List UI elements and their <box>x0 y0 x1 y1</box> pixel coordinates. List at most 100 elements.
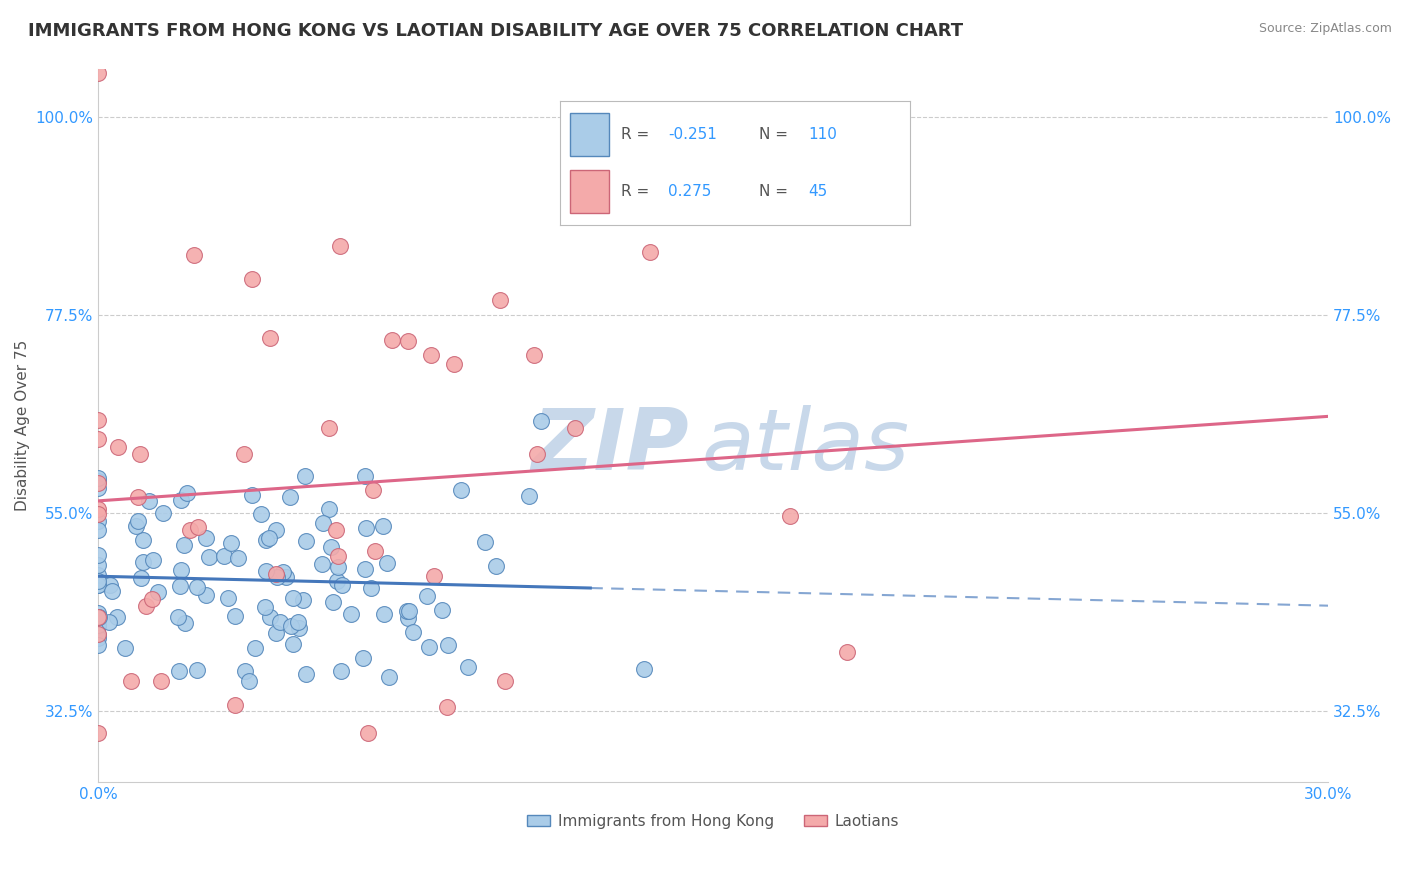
Point <box>141 591 163 606</box>
Point <box>128 446 150 460</box>
Point <box>87 66 110 80</box>
Point <box>142 553 165 567</box>
Point <box>398 604 420 618</box>
Point <box>489 293 512 308</box>
Point <box>238 674 260 689</box>
Point <box>179 523 201 537</box>
Legend: Immigrants from Hong Kong, Laotians: Immigrants from Hong Kong, Laotians <box>522 807 905 835</box>
Point <box>87 628 110 642</box>
Point <box>132 533 155 547</box>
Point <box>485 559 508 574</box>
Point <box>418 640 440 654</box>
Point <box>254 533 277 547</box>
Point <box>340 607 363 621</box>
Point <box>779 508 801 523</box>
Point <box>638 245 661 260</box>
Point <box>187 520 209 534</box>
Point <box>87 481 110 495</box>
Point <box>564 421 586 435</box>
Point <box>169 579 191 593</box>
Point <box>354 562 377 576</box>
Point <box>98 578 121 592</box>
Point <box>361 483 384 497</box>
Point <box>195 531 218 545</box>
Point <box>474 534 496 549</box>
Point <box>436 699 458 714</box>
Point <box>87 558 110 572</box>
Text: ZIP: ZIP <box>531 405 689 488</box>
Point <box>633 662 655 676</box>
Point <box>224 698 246 712</box>
Point <box>87 726 110 740</box>
Point <box>325 523 347 537</box>
Point <box>254 564 277 578</box>
Point <box>259 331 281 345</box>
Point <box>250 507 273 521</box>
Point <box>127 514 149 528</box>
Point <box>288 621 311 635</box>
Point <box>287 615 309 630</box>
Point <box>329 665 352 679</box>
Point <box>292 593 315 607</box>
Point <box>325 574 347 589</box>
Point <box>396 611 419 625</box>
Point <box>402 625 425 640</box>
Point <box>395 604 418 618</box>
Point <box>169 563 191 577</box>
Point <box>132 555 155 569</box>
Point <box>195 588 218 602</box>
Point <box>87 432 110 446</box>
Point <box>135 599 157 613</box>
Point <box>87 475 110 490</box>
Point <box>264 626 287 640</box>
Point <box>523 348 546 362</box>
Point <box>423 568 446 582</box>
Point <box>233 664 256 678</box>
Y-axis label: Disability Age Over 75: Disability Age Over 75 <box>15 340 30 511</box>
Point <box>87 471 110 485</box>
Point <box>311 558 333 572</box>
Point <box>240 488 263 502</box>
Point <box>87 578 110 592</box>
Point <box>212 549 235 563</box>
Point <box>124 519 146 533</box>
Point <box>87 501 110 516</box>
Text: atlas: atlas <box>702 405 910 488</box>
Point <box>322 595 344 609</box>
Point <box>264 566 287 581</box>
Point <box>219 536 242 550</box>
Point <box>105 609 128 624</box>
Point <box>450 483 472 498</box>
Point <box>360 582 382 596</box>
Point <box>295 533 318 548</box>
Point <box>167 664 190 678</box>
Point <box>835 645 858 659</box>
Point <box>217 591 239 605</box>
Point <box>87 632 110 646</box>
Point <box>354 521 377 535</box>
Point <box>328 559 350 574</box>
Point <box>87 474 110 488</box>
Point <box>280 619 302 633</box>
Text: IMMIGRANTS FROM HONG KONG VS LAOTIAN DISABILITY AGE OVER 75 CORRELATION CHART: IMMIGRANTS FROM HONG KONG VS LAOTIAN DIS… <box>28 22 963 40</box>
Point <box>396 334 419 349</box>
Point <box>138 494 160 508</box>
Point <box>87 568 110 582</box>
Point <box>281 637 304 651</box>
Point <box>274 569 297 583</box>
Point <box>152 506 174 520</box>
Point <box>266 570 288 584</box>
Point <box>294 468 316 483</box>
Point <box>377 670 399 684</box>
Point <box>87 514 110 528</box>
Point <box>295 667 318 681</box>
Point <box>443 357 465 371</box>
Point <box>97 615 120 629</box>
Point <box>87 618 110 632</box>
Point <box>240 272 263 286</box>
Point <box>198 549 221 564</box>
Point <box>87 524 110 538</box>
Point <box>87 507 110 521</box>
Point <box>271 566 294 580</box>
Point <box>166 609 188 624</box>
